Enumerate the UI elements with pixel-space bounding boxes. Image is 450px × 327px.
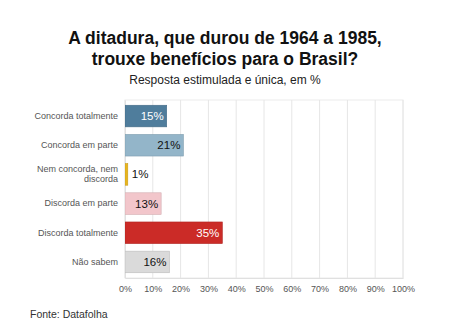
tick: 70% (311, 278, 329, 294)
tick-label: 60% (283, 284, 301, 294)
tick: 10% (144, 278, 162, 294)
tick-label: Concorda em parte (41, 140, 118, 150)
tick: Não sabem (72, 257, 125, 267)
bars (125, 105, 222, 272)
bar (125, 193, 161, 215)
bar (125, 134, 183, 156)
tick-label: 20% (172, 284, 190, 294)
tick-label: 70% (311, 284, 329, 294)
tick: 30% (200, 278, 218, 294)
grid-line (236, 100, 237, 278)
plot: 0% 10% 20% 30% 40% 50% 60% 70% 80% 90% 100% Concord… (34, 100, 415, 294)
grid-line (180, 100, 181, 278)
grid-line (347, 100, 348, 278)
tick: Concorda em parte (41, 140, 125, 150)
tick-label: 30% (200, 284, 218, 294)
bar (125, 222, 222, 244)
tick: 60% (283, 278, 301, 294)
data-label: 35% (196, 227, 219, 239)
grid-line (319, 100, 320, 278)
bar (125, 105, 167, 127)
chart: A ditadura, que durou de 1964 a 1985,tro… (0, 0, 450, 327)
title: trouxe benefícios para o Brasil? (92, 49, 358, 69)
grid-line (403, 100, 404, 278)
data-label: 16% (143, 256, 166, 268)
tick: 80% (339, 278, 357, 294)
tick: 50% (255, 278, 273, 294)
tick: 40% (228, 278, 246, 294)
bar (125, 164, 128, 186)
grid-line (291, 100, 292, 278)
y-axis: Concorda totalmente Concorda em parte Nem … (34, 101, 125, 279)
axis-line (126, 278, 404, 279)
grid (125, 100, 403, 278)
data-labels: 15% 21% 1% 13% 35% 16% (132, 110, 220, 268)
tick-label: 90% (367, 284, 385, 294)
tick-label: 80% (339, 284, 357, 294)
tick-label: 10% (144, 284, 162, 294)
grid-line (208, 100, 209, 278)
source: Fonte: Datafolha (30, 308, 108, 320)
tick: 0% (119, 278, 132, 294)
tick-label: Concorda totalmente (34, 111, 118, 121)
tick: Discorda totalmente (38, 228, 125, 238)
tick-label: 0% (119, 284, 132, 294)
plot-area (125, 100, 403, 278)
x-axis: 0% 10% 20% 30% 40% 50% 60% 70% 80% 90% 100% (119, 278, 415, 294)
tick-label-line: Nem concorda, nem (37, 164, 118, 174)
tick: 100% (392, 278, 415, 294)
tick: 90% (367, 278, 385, 294)
tick-label-line: discorda (84, 174, 118, 184)
grid-line (375, 100, 376, 278)
tick: Discorda em parte (44, 198, 125, 208)
data-label: 13% (135, 198, 158, 210)
tick-label: 100% (392, 284, 415, 294)
bar (125, 251, 169, 273)
data-label: 1% (132, 168, 149, 180)
data-label: 21% (157, 139, 180, 151)
tick-label: Nem concorda, nemdiscorda (37, 164, 118, 184)
grid-line (264, 100, 265, 278)
subtitle: Resposta estimulada e única, em % (129, 73, 321, 87)
tick-label: 40% (228, 284, 246, 294)
data-label: 15% (141, 110, 164, 122)
title: A ditadura, que durou de 1964 a 1985, (68, 28, 381, 48)
tick: 20% (172, 278, 190, 294)
tick-label: 50% (255, 284, 273, 294)
tick-label: Discorda em parte (44, 198, 118, 208)
tick: Nem concorda, nemdiscorda (37, 164, 125, 184)
tick-label: Não sabem (72, 257, 118, 267)
tick-label: Discorda totalmente (38, 228, 118, 238)
tick: Concorda totalmente (34, 111, 125, 121)
